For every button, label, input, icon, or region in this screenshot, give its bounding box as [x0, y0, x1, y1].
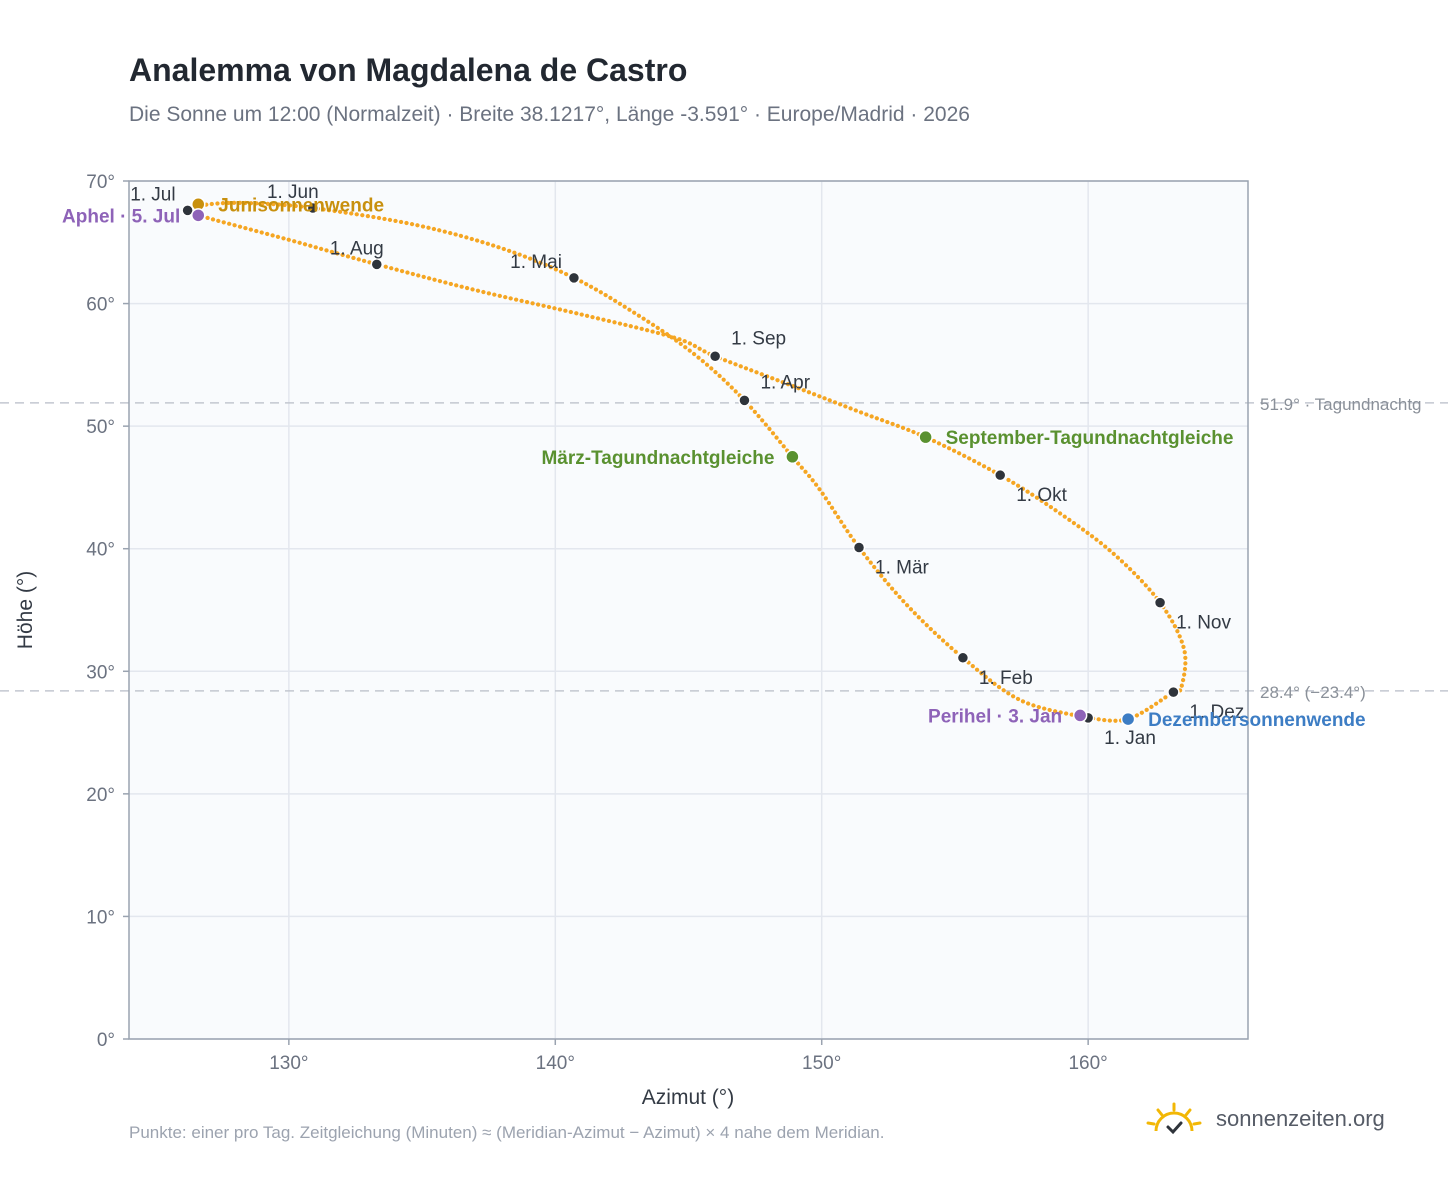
y-tick-label: 20° — [86, 785, 115, 806]
month-label: 1. Jan — [1104, 728, 1156, 749]
event-marker — [918, 429, 933, 445]
month-markers: 1. Jan 1. Feb 1. Mär 1. Apr 1. Mai 1. Jun 1. J… — [130, 182, 1244, 749]
month-label: 1. Aug — [330, 238, 384, 259]
event-label: Dezembersonnenwende — [1148, 710, 1366, 731]
month-label: 1. Apr — [760, 372, 810, 393]
month-label: 1. Jul — [130, 184, 175, 205]
plot-area — [129, 181, 1248, 1039]
y-axis-title: Höhe (°) — [14, 571, 37, 649]
x-tick-label: 140° — [536, 1053, 575, 1074]
x-axis-title: Azimut (°) — [642, 1086, 734, 1109]
chart-subtitle: Die Sonne um 12:00 (Normalzeit) · Breite… — [129, 103, 970, 126]
event-markers: Junisonnenwende Aphel · 5. Jul März-Tagund… — [62, 195, 1366, 731]
event-label: März-Tagundnachtgleiche — [541, 448, 774, 469]
month-marker — [567, 271, 581, 285]
x-tick-label: 150° — [802, 1053, 841, 1074]
event-label: Perihel · 3. Jan — [928, 706, 1062, 727]
month-marker — [956, 651, 970, 665]
plot-frame — [128, 180, 1249, 1040]
chart-title: Analemma von Magdalena de Castro — [129, 52, 688, 88]
event-marker — [1120, 711, 1136, 727]
event-marker — [785, 449, 800, 465]
month-marker — [738, 394, 751, 407]
y-tick-label: 40° — [86, 540, 115, 561]
brand[interactable]: sonnenzeiten.org — [1146, 1101, 1385, 1137]
event-marker — [1072, 708, 1088, 723]
x-tick-label: 130° — [269, 1053, 308, 1074]
month-marker — [1153, 596, 1167, 609]
y-tick-label: 30° — [86, 662, 115, 683]
event-label: September-Tagundnachtgleiche — [946, 428, 1234, 449]
sun-logo-icon — [1146, 1102, 1202, 1135]
brand-name: sonnenzeiten.org — [1216, 1106, 1385, 1131]
y-tick-label: 0° — [97, 1030, 115, 1051]
analemma-daily-dots — [183, 200, 1188, 723]
month-label: 1. Okt — [1016, 485, 1067, 506]
month-label: 1. Jun — [267, 182, 319, 203]
month-label: 1. Sep — [731, 328, 786, 349]
month-marker — [852, 541, 866, 554]
month-label: 1. Feb — [979, 668, 1033, 689]
footnote: Punkte: einer pro Tag. Zeitgleichung (Mi… — [129, 1123, 885, 1142]
y-tick-label: 60° — [86, 295, 115, 316]
x-tick-label: 160° — [1068, 1053, 1107, 1074]
y-tick-label: 10° — [86, 907, 115, 928]
month-label: 1. Mär — [875, 557, 930, 578]
reference-lines: 51.9° · Tagundnachtg 28.4° (−23.4°) — [0, 395, 1448, 702]
month-marker — [306, 201, 320, 215]
event-label: Junisonnenwende — [218, 195, 384, 216]
y-tick-label: 50° — [86, 417, 115, 438]
reference-line-label: 51.9° · Tagundnachtg — [1260, 395, 1422, 414]
y-tick-label: 70° — [86, 172, 115, 193]
month-label: 1. Dez — [1189, 702, 1244, 723]
axis-ticks: 130° 140° 150° 160° 0° 10° 20° 30° 40° 50° 60° 70° — [86, 172, 1108, 1074]
month-marker — [708, 350, 722, 363]
month-marker — [993, 468, 1007, 482]
event-label: Aphel · 5. Jul — [62, 206, 180, 227]
month-marker — [370, 258, 384, 271]
event-marker — [191, 208, 206, 223]
month-marker — [1167, 685, 1180, 699]
month-label: 1. Nov — [1176, 613, 1231, 634]
month-label: 1. Mai — [510, 252, 562, 273]
analemma-path — [183, 200, 1188, 723]
reference-line-label: 28.4° (−23.4°) — [1260, 683, 1366, 702]
